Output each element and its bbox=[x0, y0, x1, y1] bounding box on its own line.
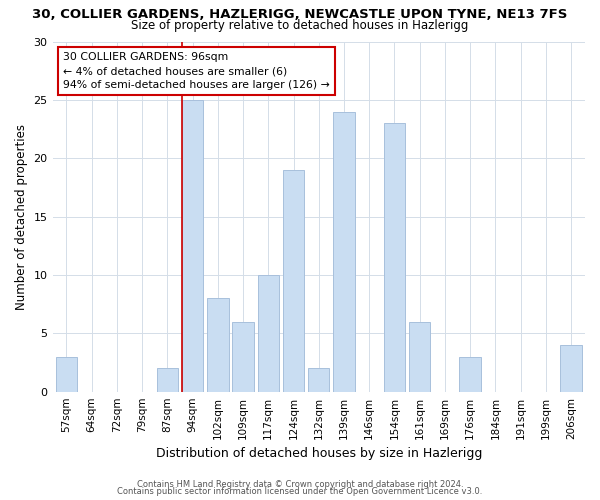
Text: Contains public sector information licensed under the Open Government Licence v3: Contains public sector information licen… bbox=[118, 487, 482, 496]
Bar bbox=[207, 298, 229, 392]
Bar bbox=[384, 123, 405, 392]
Bar bbox=[560, 345, 582, 392]
Bar bbox=[409, 322, 430, 392]
Bar bbox=[333, 112, 355, 392]
Y-axis label: Number of detached properties: Number of detached properties bbox=[15, 124, 28, 310]
Text: Size of property relative to detached houses in Hazlerigg: Size of property relative to detached ho… bbox=[131, 19, 469, 32]
Bar bbox=[182, 100, 203, 392]
Bar bbox=[308, 368, 329, 392]
Text: 30, COLLIER GARDENS, HAZLERIGG, NEWCASTLE UPON TYNE, NE13 7FS: 30, COLLIER GARDENS, HAZLERIGG, NEWCASTL… bbox=[32, 8, 568, 20]
Bar bbox=[232, 322, 254, 392]
Text: Contains HM Land Registry data © Crown copyright and database right 2024.: Contains HM Land Registry data © Crown c… bbox=[137, 480, 463, 489]
Text: 30 COLLIER GARDENS: 96sqm
← 4% of detached houses are smaller (6)
94% of semi-de: 30 COLLIER GARDENS: 96sqm ← 4% of detach… bbox=[63, 52, 330, 90]
Bar bbox=[257, 275, 279, 392]
Bar bbox=[56, 356, 77, 392]
Bar bbox=[460, 356, 481, 392]
Bar bbox=[157, 368, 178, 392]
Bar bbox=[283, 170, 304, 392]
X-axis label: Distribution of detached houses by size in Hazlerigg: Distribution of detached houses by size … bbox=[155, 447, 482, 460]
